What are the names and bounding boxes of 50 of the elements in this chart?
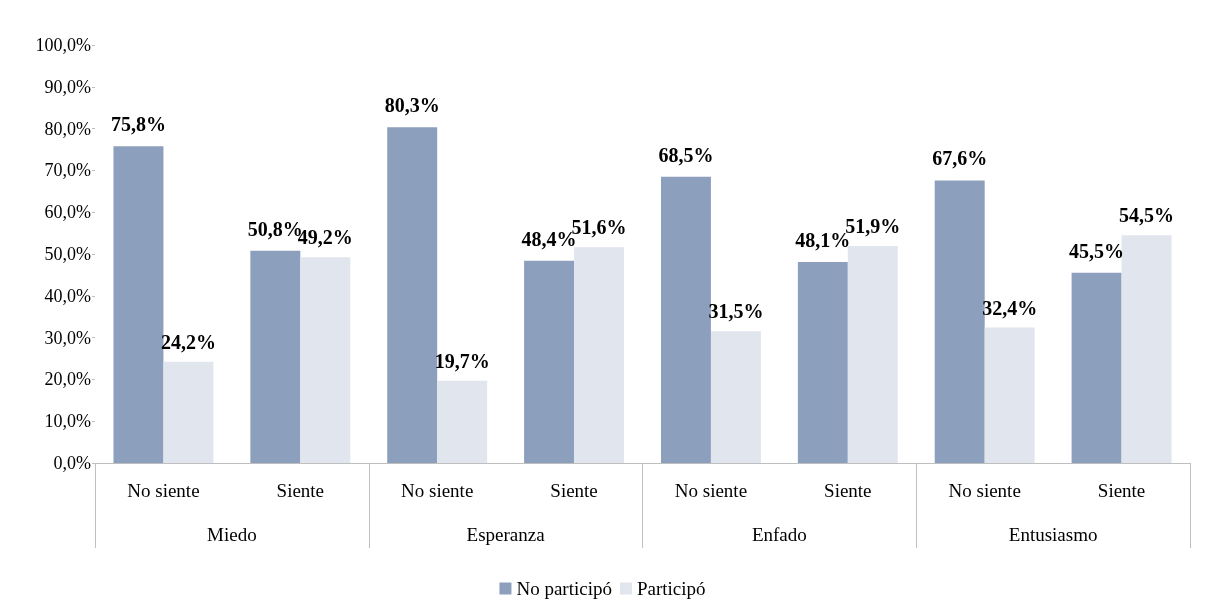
data-label: 24,2% — [160, 330, 216, 353]
legend-label: No participó — [516, 578, 612, 599]
data-label: 80,3% — [384, 94, 440, 117]
y-tick-label: 80,0% — [44, 118, 91, 139]
x-tick-label: Siente — [276, 480, 325, 501]
bar — [660, 176, 711, 463]
x-tick-label: Siente — [824, 480, 872, 501]
data-label: 54,5% — [1119, 204, 1175, 227]
y-tick-label: 40,0% — [44, 285, 91, 306]
x-tick-label: No siente — [401, 480, 474, 501]
data-label: 75,8% — [110, 113, 166, 136]
x-tick-label: No siente — [948, 480, 1021, 501]
bar — [574, 247, 625, 463]
y-tick-label: 70,0% — [44, 160, 91, 181]
text: Esperanza — [466, 524, 546, 545]
bar — [984, 327, 1035, 463]
bar — [934, 180, 985, 463]
data-label: 45,5% — [1069, 239, 1125, 262]
bar — [250, 250, 301, 463]
bar — [163, 361, 214, 463]
x-tick-label: No siente — [674, 480, 748, 501]
data-label: 68,5% — [658, 143, 714, 166]
y-tick-label: 60,0% — [44, 202, 91, 223]
x-tick-label: Siente — [1097, 480, 1146, 501]
legend-label: Participó — [636, 578, 706, 599]
bar — [797, 261, 848, 463]
x-tick-label: Siente — [550, 480, 598, 501]
bar — [524, 260, 575, 463]
bar — [1121, 235, 1172, 463]
data-label: 31,5% — [708, 300, 764, 323]
y-tick-label: 100,0% — [35, 35, 91, 55]
y-tick-label: 10,0% — [44, 411, 91, 432]
y-tick-label: 50,0% — [44, 244, 91, 264]
data-label: 32,4% — [982, 296, 1038, 319]
bar — [710, 331, 761, 463]
bar — [387, 127, 438, 463]
data-label: 19,7% — [434, 349, 490, 372]
bar — [300, 257, 351, 463]
y-tick-label: 20,0% — [44, 369, 91, 390]
y-tick-label: 30,0% — [44, 327, 91, 348]
bar — [1071, 272, 1122, 463]
text: Entusiasmo — [1008, 524, 1098, 545]
bar — [847, 246, 898, 463]
text: Enfado — [751, 524, 807, 545]
y-tick-label: 0,0% — [53, 453, 91, 473]
x-tick-label: No siente — [127, 480, 200, 501]
text: Miedo — [207, 524, 257, 545]
y-tick-label: 90,0% — [44, 76, 91, 97]
bar — [437, 380, 488, 463]
data-label: 67,6% — [932, 147, 988, 170]
